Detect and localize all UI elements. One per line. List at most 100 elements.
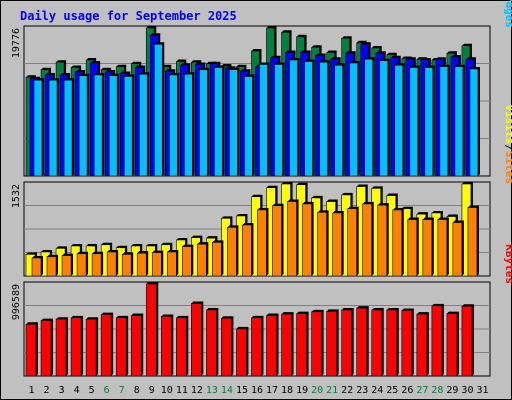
day-axis: 1 2 3 4 5 6 7 8 9 10 11 12 13 14 15 16 17 18 19 20 21 22 23 24 2…: [29, 385, 489, 396]
bar-pages-day-9: [153, 43, 163, 177]
day-label-27: 27: [416, 385, 428, 396]
bar-pages-day-6: [108, 75, 118, 177]
bar-pages-day-18: [289, 59, 298, 177]
day-label-20: 20: [311, 385, 323, 396]
bar-sites-day-6: [106, 251, 117, 277]
bar-pages-day-7: [123, 76, 133, 177]
bar-sites-day-4: [76, 253, 87, 277]
bar-sites-day-19: [302, 203, 312, 277]
bar-kbytes-day-25: [386, 309, 398, 377]
bar-sites-day-12: [197, 243, 207, 277]
day-label-30: 30: [461, 385, 473, 396]
bar-sites-day-16: [257, 209, 267, 277]
bar-pages-day-27: [424, 67, 434, 177]
bar-sites-day-18: [287, 201, 297, 277]
bar-kbytes-day-10: [160, 316, 172, 377]
day-label-29: 29: [446, 385, 458, 396]
y-max-label: 1532: [11, 184, 22, 208]
bar-pages-day-10: [168, 74, 178, 177]
bar-pages-day-4: [78, 75, 88, 177]
bar-sites-day-15: [242, 224, 252, 277]
bar-kbytes-day-13: [206, 309, 217, 377]
bar-pages-day-3: [63, 79, 73, 177]
bar-kbytes-day-24: [371, 309, 383, 377]
bar-sites-day-25: [392, 209, 403, 277]
day-label-22: 22: [341, 385, 353, 396]
bar-pages-day-21: [334, 64, 343, 177]
bar-pages-day-20: [319, 61, 328, 177]
bar-sites-day-13: [212, 242, 222, 277]
bar-pages-day-12: [199, 69, 208, 177]
bar-pages-day-26: [409, 67, 419, 177]
day-label-17: 17: [266, 385, 278, 396]
day-label-23: 23: [356, 385, 368, 396]
bar-sites-day-29: [452, 222, 463, 277]
day-label-14: 14: [221, 385, 233, 396]
bar-kbytes-day-1: [25, 324, 37, 377]
panel-legend: Hits/Files/Pages: [503, 0, 512, 28]
day-label-10: 10: [161, 385, 173, 396]
bar-kbytes-day-8: [130, 315, 142, 377]
bar-sites-day-20: [317, 212, 327, 277]
bar-kbytes-day-12: [191, 303, 202, 377]
day-label-16: 16: [251, 385, 263, 396]
day-label-7: 7: [119, 385, 125, 396]
day-label-4: 4: [74, 385, 80, 396]
legend-item: Pages: [503, 0, 512, 28]
legend-item: /: [503, 144, 512, 151]
bar-pages-day-14: [229, 69, 238, 177]
bar-kbytes-day-11: [176, 317, 187, 377]
panel-kbytes: 996589 KBytes: [11, 244, 512, 377]
bar-pages-day-29: [454, 66, 464, 177]
bar-pages-day-30: [469, 68, 479, 177]
bar-pages-day-15: [244, 76, 253, 177]
bar-pages-day-2: [48, 79, 58, 177]
bar-kbytes-day-18: [281, 313, 292, 377]
y-max-label: 19776: [11, 28, 22, 58]
bar-kbytes-day-5: [85, 318, 97, 377]
bar-kbytes-day-4: [70, 317, 82, 377]
bar-sites-day-27: [422, 219, 433, 277]
day-label-15: 15: [236, 385, 248, 396]
bar-pages-day-19: [304, 61, 313, 177]
bar-pages-day-8: [138, 73, 148, 177]
day-label-8: 8: [134, 385, 140, 396]
bar-pages-day-13: [214, 67, 223, 177]
bar-sites-day-3: [61, 255, 72, 277]
bar-pages-day-28: [439, 66, 449, 177]
bar-sites-day-5: [91, 253, 102, 277]
bar-sites-day-14: [227, 227, 237, 277]
day-label-26: 26: [401, 385, 413, 396]
bar-pages-day-1: [33, 79, 43, 177]
day-label-2: 2: [44, 385, 50, 396]
day-label-24: 24: [371, 385, 383, 396]
bar-sites-day-11: [182, 246, 192, 277]
legend-item: Visits: [503, 105, 512, 145]
y-max-label: 996589: [11, 284, 22, 320]
bar-sites-day-7: [121, 254, 132, 277]
bar-sites-day-1: [31, 257, 42, 277]
bar-kbytes-day-28: [431, 305, 443, 377]
day-label-5: 5: [89, 385, 95, 396]
bar-kbytes-day-7: [115, 317, 127, 377]
bar-kbytes-day-30: [461, 306, 473, 377]
bar-sites-day-26: [407, 219, 418, 277]
day-label-19: 19: [296, 385, 308, 396]
bar-kbytes-day-19: [296, 313, 307, 377]
bar-kbytes-day-26: [401, 310, 413, 377]
bar-sites-day-17: [272, 205, 282, 277]
bar-pages-day-17: [274, 64, 283, 177]
panel-visits: 1532 Visits/Sites: [11, 105, 512, 277]
bar-pages-day-24: [379, 60, 389, 177]
day-label-1: 1: [29, 385, 35, 396]
day-label-18: 18: [281, 385, 293, 396]
bar-kbytes-day-6: [100, 314, 112, 377]
bar-kbytes-day-2: [40, 320, 52, 377]
bar-sites-day-24: [377, 204, 388, 277]
bar-kbytes-day-17: [266, 315, 277, 377]
legend-item: KBytes: [503, 244, 512, 284]
bar-kbytes-day-27: [416, 313, 428, 377]
day-label-21: 21: [326, 385, 338, 396]
bar-kbytes-day-23: [356, 307, 368, 377]
